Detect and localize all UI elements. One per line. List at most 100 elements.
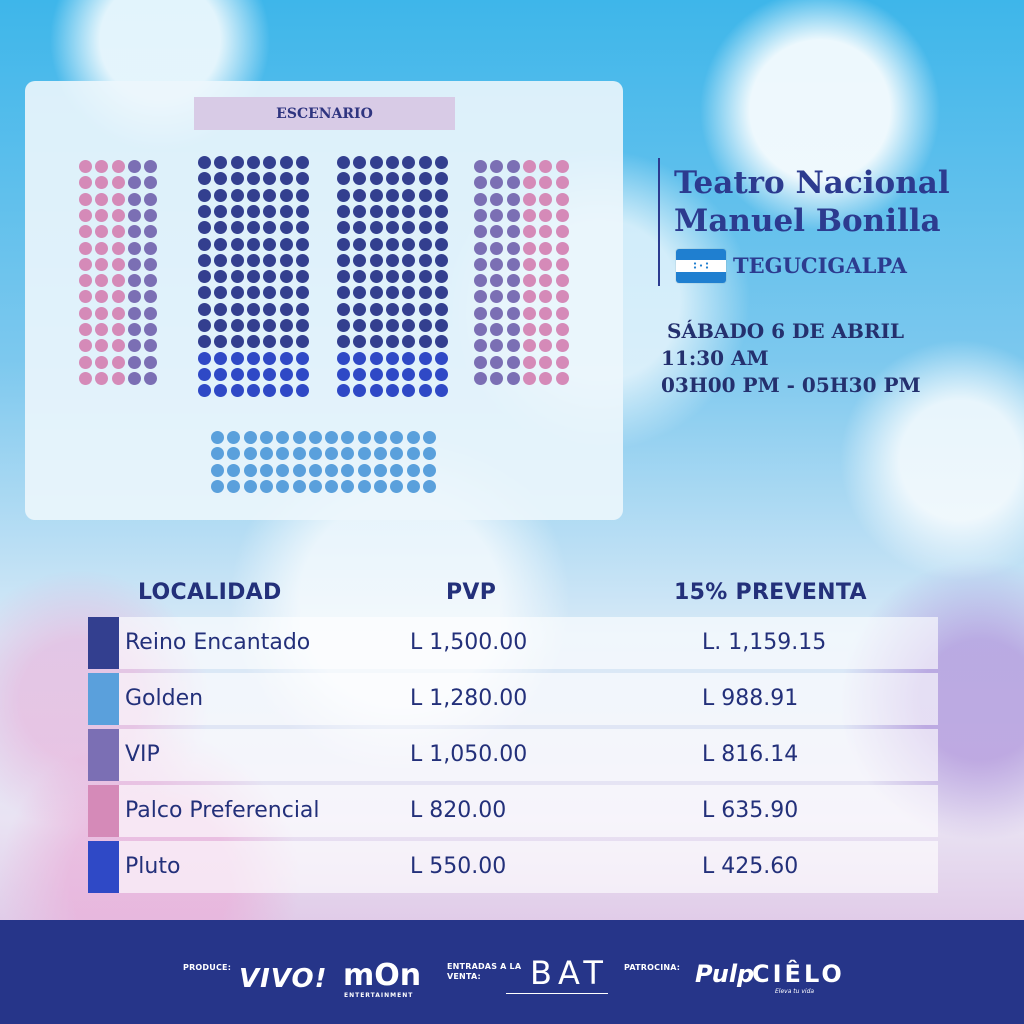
seat[interactable] [402,237,416,251]
seat[interactable] [390,447,404,461]
seat[interactable] [434,204,448,218]
seat[interactable] [402,156,416,169]
seat[interactable] [506,323,520,336]
seat[interactable] [79,257,92,271]
seat[interactable] [418,188,432,202]
seat[interactable] [79,160,92,173]
seat[interactable] [522,241,536,255]
seat[interactable] [418,351,432,365]
seat[interactable] [418,367,432,381]
seat[interactable] [337,351,350,365]
seat[interactable] [214,351,228,365]
seat[interactable] [522,323,536,336]
seat[interactable] [555,339,569,353]
seat[interactable] [418,204,432,218]
seat[interactable] [385,384,399,398]
seat[interactable] [539,323,553,336]
seat[interactable] [95,225,109,239]
seat[interactable] [279,319,293,332]
seat[interactable] [308,447,322,461]
seat[interactable] [295,156,309,169]
seat[interactable] [474,339,487,353]
seat[interactable] [214,172,228,186]
seat[interactable] [279,204,293,218]
seat[interactable] [418,335,432,349]
seat[interactable] [506,176,520,190]
seat[interactable] [279,188,293,202]
seat[interactable] [198,286,211,300]
seat[interactable] [263,351,277,365]
seat[interactable] [279,351,293,365]
seat[interactable] [539,225,553,239]
seat[interactable] [385,270,399,284]
seat[interactable] [198,237,211,251]
seat[interactable] [111,323,125,336]
seat[interactable] [555,290,569,304]
seat[interactable] [144,323,158,336]
seat[interactable] [144,176,158,190]
seat[interactable] [211,479,224,493]
seat[interactable] [246,188,260,202]
seat[interactable] [539,160,553,173]
seat[interactable] [539,355,553,369]
seat[interactable] [246,204,260,218]
seat[interactable] [434,188,448,202]
seat[interactable] [369,188,383,202]
seat[interactable] [369,302,383,316]
seat[interactable] [434,172,448,186]
seat[interactable] [539,241,553,255]
seat[interactable] [539,290,553,304]
seat[interactable] [522,274,536,288]
seat[interactable] [522,290,536,304]
seat[interactable] [402,270,416,284]
seat[interactable] [198,367,211,381]
seat[interactable] [144,257,158,271]
seat[interactable] [337,237,350,251]
seat[interactable] [522,160,536,173]
seat[interactable] [418,172,432,186]
seat[interactable] [279,253,293,267]
seat[interactable] [418,302,432,316]
seat[interactable] [474,290,487,304]
seat[interactable] [539,371,553,385]
seat[interactable] [555,192,569,206]
seat[interactable] [490,323,504,336]
seat[interactable] [295,270,309,284]
seat[interactable] [79,323,92,336]
seat[interactable] [402,384,416,398]
seat[interactable] [263,286,277,300]
seat[interactable] [337,188,350,202]
seat[interactable] [506,306,520,320]
seat[interactable] [402,204,416,218]
seat[interactable] [490,160,504,173]
seat[interactable] [369,204,383,218]
seat[interactable] [490,241,504,255]
seat[interactable] [263,204,277,218]
seat[interactable] [385,286,399,300]
seat[interactable] [227,447,241,461]
seat[interactable] [276,431,290,444]
seat[interactable] [246,335,260,349]
seat[interactable] [522,192,536,206]
seat[interactable] [230,172,244,186]
seat[interactable] [127,160,141,173]
seat[interactable] [337,204,350,218]
seat[interactable] [353,253,367,267]
seat[interactable] [385,188,399,202]
seat[interactable] [522,355,536,369]
seat[interactable] [198,302,211,316]
seat[interactable] [385,204,399,218]
seat[interactable] [127,192,141,206]
seat[interactable] [127,355,141,369]
seat[interactable] [406,431,420,444]
seat[interactable] [522,225,536,239]
seat[interactable] [198,188,211,202]
seat[interactable] [263,221,277,235]
seat[interactable] [127,339,141,353]
seat[interactable] [325,447,339,461]
seat[interactable] [337,367,350,381]
seat[interactable] [292,447,306,461]
seat[interactable] [95,208,109,222]
seat[interactable] [353,319,367,332]
seat[interactable] [555,323,569,336]
